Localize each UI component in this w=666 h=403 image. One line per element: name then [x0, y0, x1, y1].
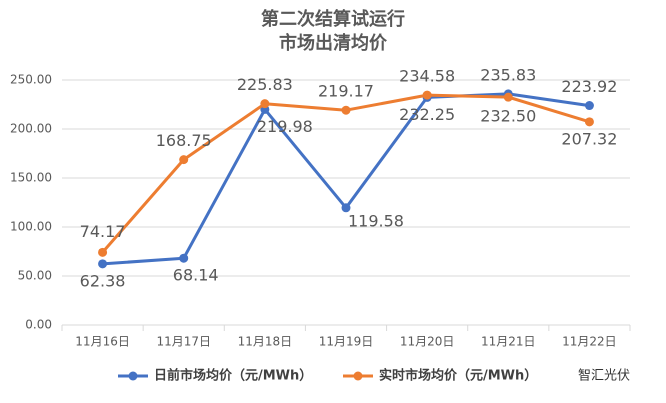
data-point: [98, 259, 108, 269]
data-point: [98, 247, 108, 257]
legend-label: 实时市场均价（元/MWh）: [379, 368, 537, 384]
data-point: [503, 92, 513, 102]
data-point: [422, 90, 432, 100]
data-label: 232.50: [480, 107, 536, 126]
y-tick-label: 200.00: [10, 122, 52, 136]
data-label: 235.83: [480, 65, 536, 84]
x-tick-label: 11月20日: [400, 335, 455, 349]
data-label: 168.75: [156, 131, 212, 150]
data-label: 232.25: [399, 105, 455, 124]
data-point: [584, 101, 594, 111]
x-tick-label: 11月17日: [156, 335, 211, 349]
y-tick-label: 150.00: [10, 171, 52, 185]
data-label: 119.58: [348, 211, 404, 230]
data-label: 225.83: [237, 75, 293, 94]
data-point: [179, 253, 189, 263]
data-label: 234.58: [399, 67, 455, 86]
x-tick-label: 11月16日: [75, 335, 130, 349]
data-point: [341, 105, 351, 115]
data-label: 219.17: [318, 82, 374, 101]
data-label: 62.38: [80, 271, 126, 290]
watermark: 智汇光伏: [578, 369, 630, 384]
data-label: 219.98: [257, 117, 313, 136]
legend-marker: [353, 371, 363, 381]
data-label: 223.92: [561, 77, 617, 96]
x-tick-label: 11月18日: [238, 335, 293, 349]
y-tick-label: 50.00: [18, 269, 52, 283]
legend-marker: [128, 371, 138, 381]
chart-title: 市场出清均价: [279, 32, 388, 54]
x-tick-label: 11月22日: [562, 335, 617, 349]
data-point: [341, 203, 351, 213]
data-point: [260, 99, 270, 109]
x-tick-label: 11月19日: [319, 335, 374, 349]
y-tick-label: 0.00: [25, 318, 52, 332]
legend-label: 日前市场均价（元/MWh）: [154, 368, 312, 384]
data-point: [584, 117, 594, 127]
chart-title: 第二次结算试运行: [261, 8, 405, 30]
x-tick-label: 11月21日: [481, 335, 536, 349]
data-label: 74.17: [80, 222, 126, 241]
data-label: 68.14: [173, 266, 219, 285]
data-label: 207.32: [561, 129, 617, 148]
data-point: [179, 155, 189, 165]
y-tick-label: 250.00: [10, 73, 52, 87]
y-tick-label: 100.00: [10, 220, 52, 234]
